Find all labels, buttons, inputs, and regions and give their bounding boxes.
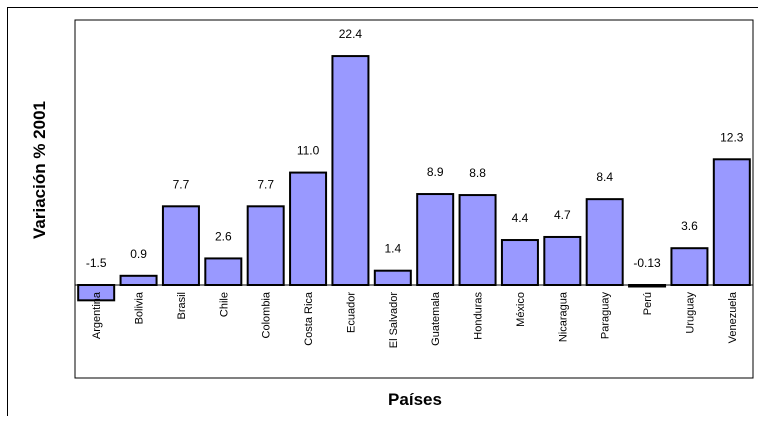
data-label: 12.3 xyxy=(720,130,744,144)
category-tick-label: Ecuador xyxy=(345,292,357,333)
category-tick-label: Colombia xyxy=(261,291,273,338)
bar-paraguay xyxy=(585,198,624,286)
bars-layer xyxy=(77,55,751,302)
category-tick-label: Paraguay xyxy=(600,292,612,340)
data-label: 1.4 xyxy=(384,242,401,256)
data-label: 4.7 xyxy=(554,208,571,222)
category-tick-label: Argentina xyxy=(91,291,103,339)
bar-costa-rica xyxy=(289,171,328,286)
data-label: 7.7 xyxy=(173,177,190,191)
bar-bolivia xyxy=(119,274,158,287)
y-axis-label: Variación % 2001 xyxy=(30,101,49,239)
data-label: 7.7 xyxy=(257,177,274,191)
data-label: 8.9 xyxy=(427,165,444,179)
data-label: -0.13 xyxy=(633,256,661,270)
data-label: 4.4 xyxy=(512,211,529,225)
category-tick-label: El Salvador xyxy=(388,292,400,349)
category-tick-label: Bolivia xyxy=(134,291,146,324)
data-label: 22.4 xyxy=(339,27,363,41)
data-label: 3.6 xyxy=(681,219,698,233)
category-tick-label: Costa Rica xyxy=(303,291,315,346)
category-tick-label: Perú xyxy=(642,292,654,315)
category-tick-label: Chile xyxy=(218,292,230,317)
plot-area xyxy=(74,19,754,379)
data-label: -1.5 xyxy=(86,256,107,270)
bar-colombia xyxy=(246,205,285,286)
bar-méxico xyxy=(500,239,539,286)
category-tick-label: Brasil xyxy=(176,292,188,320)
bar-ecuador xyxy=(331,55,370,286)
data-label: 8.8 xyxy=(469,166,486,180)
bar-honduras xyxy=(458,194,497,286)
data-label: 11.0 xyxy=(297,144,320,158)
bar-el-salvador xyxy=(373,269,412,286)
category-tick-label: Venezuela xyxy=(727,291,739,343)
category-tick-label: Uruguay xyxy=(684,292,696,334)
category-tick-label: Nicaragua xyxy=(557,291,569,342)
bar-guatemala xyxy=(416,193,455,287)
bar-uruguay xyxy=(670,247,709,286)
x-axis-label: Países xyxy=(388,390,442,409)
bar-nicaragua xyxy=(543,235,582,287)
bar-venezuela xyxy=(712,158,751,287)
bar-chile xyxy=(204,257,243,287)
labels-layer: -1.5 Argentina 0.9 Bolivia 7.7 Brasil 2.6 Chile… xyxy=(86,27,744,348)
data-label: 2.6 xyxy=(215,229,232,243)
category-tick-label: Guatemala xyxy=(430,291,442,346)
chart-frame xyxy=(7,7,758,416)
category-tick-label: Honduras xyxy=(473,292,485,340)
data-label: 0.9 xyxy=(130,247,147,261)
bar-brasil xyxy=(161,205,200,286)
category-tick-label: México xyxy=(515,292,527,327)
data-label: 8.4 xyxy=(596,170,613,184)
